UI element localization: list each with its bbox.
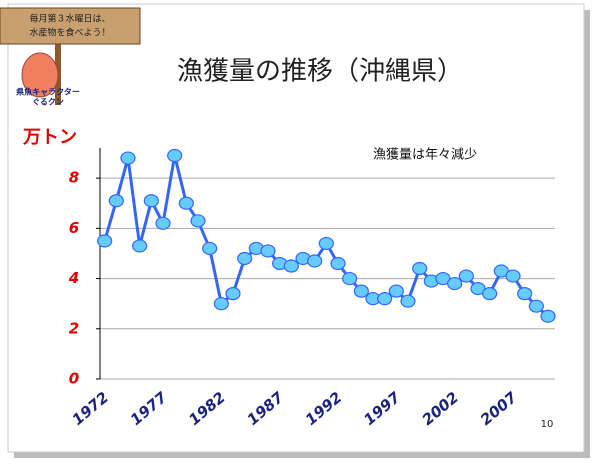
data-point xyxy=(237,251,253,266)
data-point xyxy=(318,236,334,251)
data-point xyxy=(283,259,299,273)
data-point xyxy=(400,294,416,308)
data-point xyxy=(505,269,521,283)
data-point xyxy=(213,297,229,311)
y-tick-label: 4 xyxy=(68,269,79,287)
sign-board xyxy=(0,7,141,45)
data-point xyxy=(97,234,113,248)
character-label: ぐるクン xyxy=(32,97,64,107)
sign-post xyxy=(55,30,61,105)
data-point xyxy=(307,254,323,268)
data-point xyxy=(388,284,404,298)
data-point xyxy=(225,287,241,301)
data-point xyxy=(458,269,474,283)
data-point xyxy=(482,287,498,301)
data-point xyxy=(155,216,171,230)
chart-title: 漁獲量の推移（沖縄県） xyxy=(177,57,463,87)
data-point xyxy=(353,284,369,298)
data-point xyxy=(377,292,393,306)
data-point xyxy=(108,194,124,208)
data-point xyxy=(260,244,276,258)
data-point xyxy=(178,196,194,210)
y-tick-label: 8 xyxy=(69,169,79,187)
fish-character xyxy=(21,52,59,98)
y-axis-label: 万トン xyxy=(22,127,77,148)
y-tick-label: 0 xyxy=(69,370,79,388)
data-point xyxy=(202,241,218,256)
sign-text: 毎月第３水曜日は、 xyxy=(29,13,110,25)
data-point xyxy=(517,287,533,301)
data-point xyxy=(190,214,206,228)
sign-text: 水産物を食べよう！ xyxy=(29,27,110,39)
y-tick-label: 6 xyxy=(69,219,79,237)
data-point xyxy=(540,309,556,323)
annotation: 漁獲量は年々減少 xyxy=(373,147,477,163)
data-point xyxy=(330,256,346,271)
data-point xyxy=(143,194,159,208)
data-point xyxy=(120,151,136,165)
data-point xyxy=(412,261,428,276)
character-label: 県魚キャラクター xyxy=(16,87,80,97)
page-number: 10 xyxy=(541,419,554,430)
y-tick-label: 2 xyxy=(69,319,79,337)
data-point xyxy=(447,276,463,291)
data-point xyxy=(167,148,183,163)
data-point xyxy=(132,239,148,253)
data-point xyxy=(528,299,544,313)
data-point xyxy=(342,271,358,286)
